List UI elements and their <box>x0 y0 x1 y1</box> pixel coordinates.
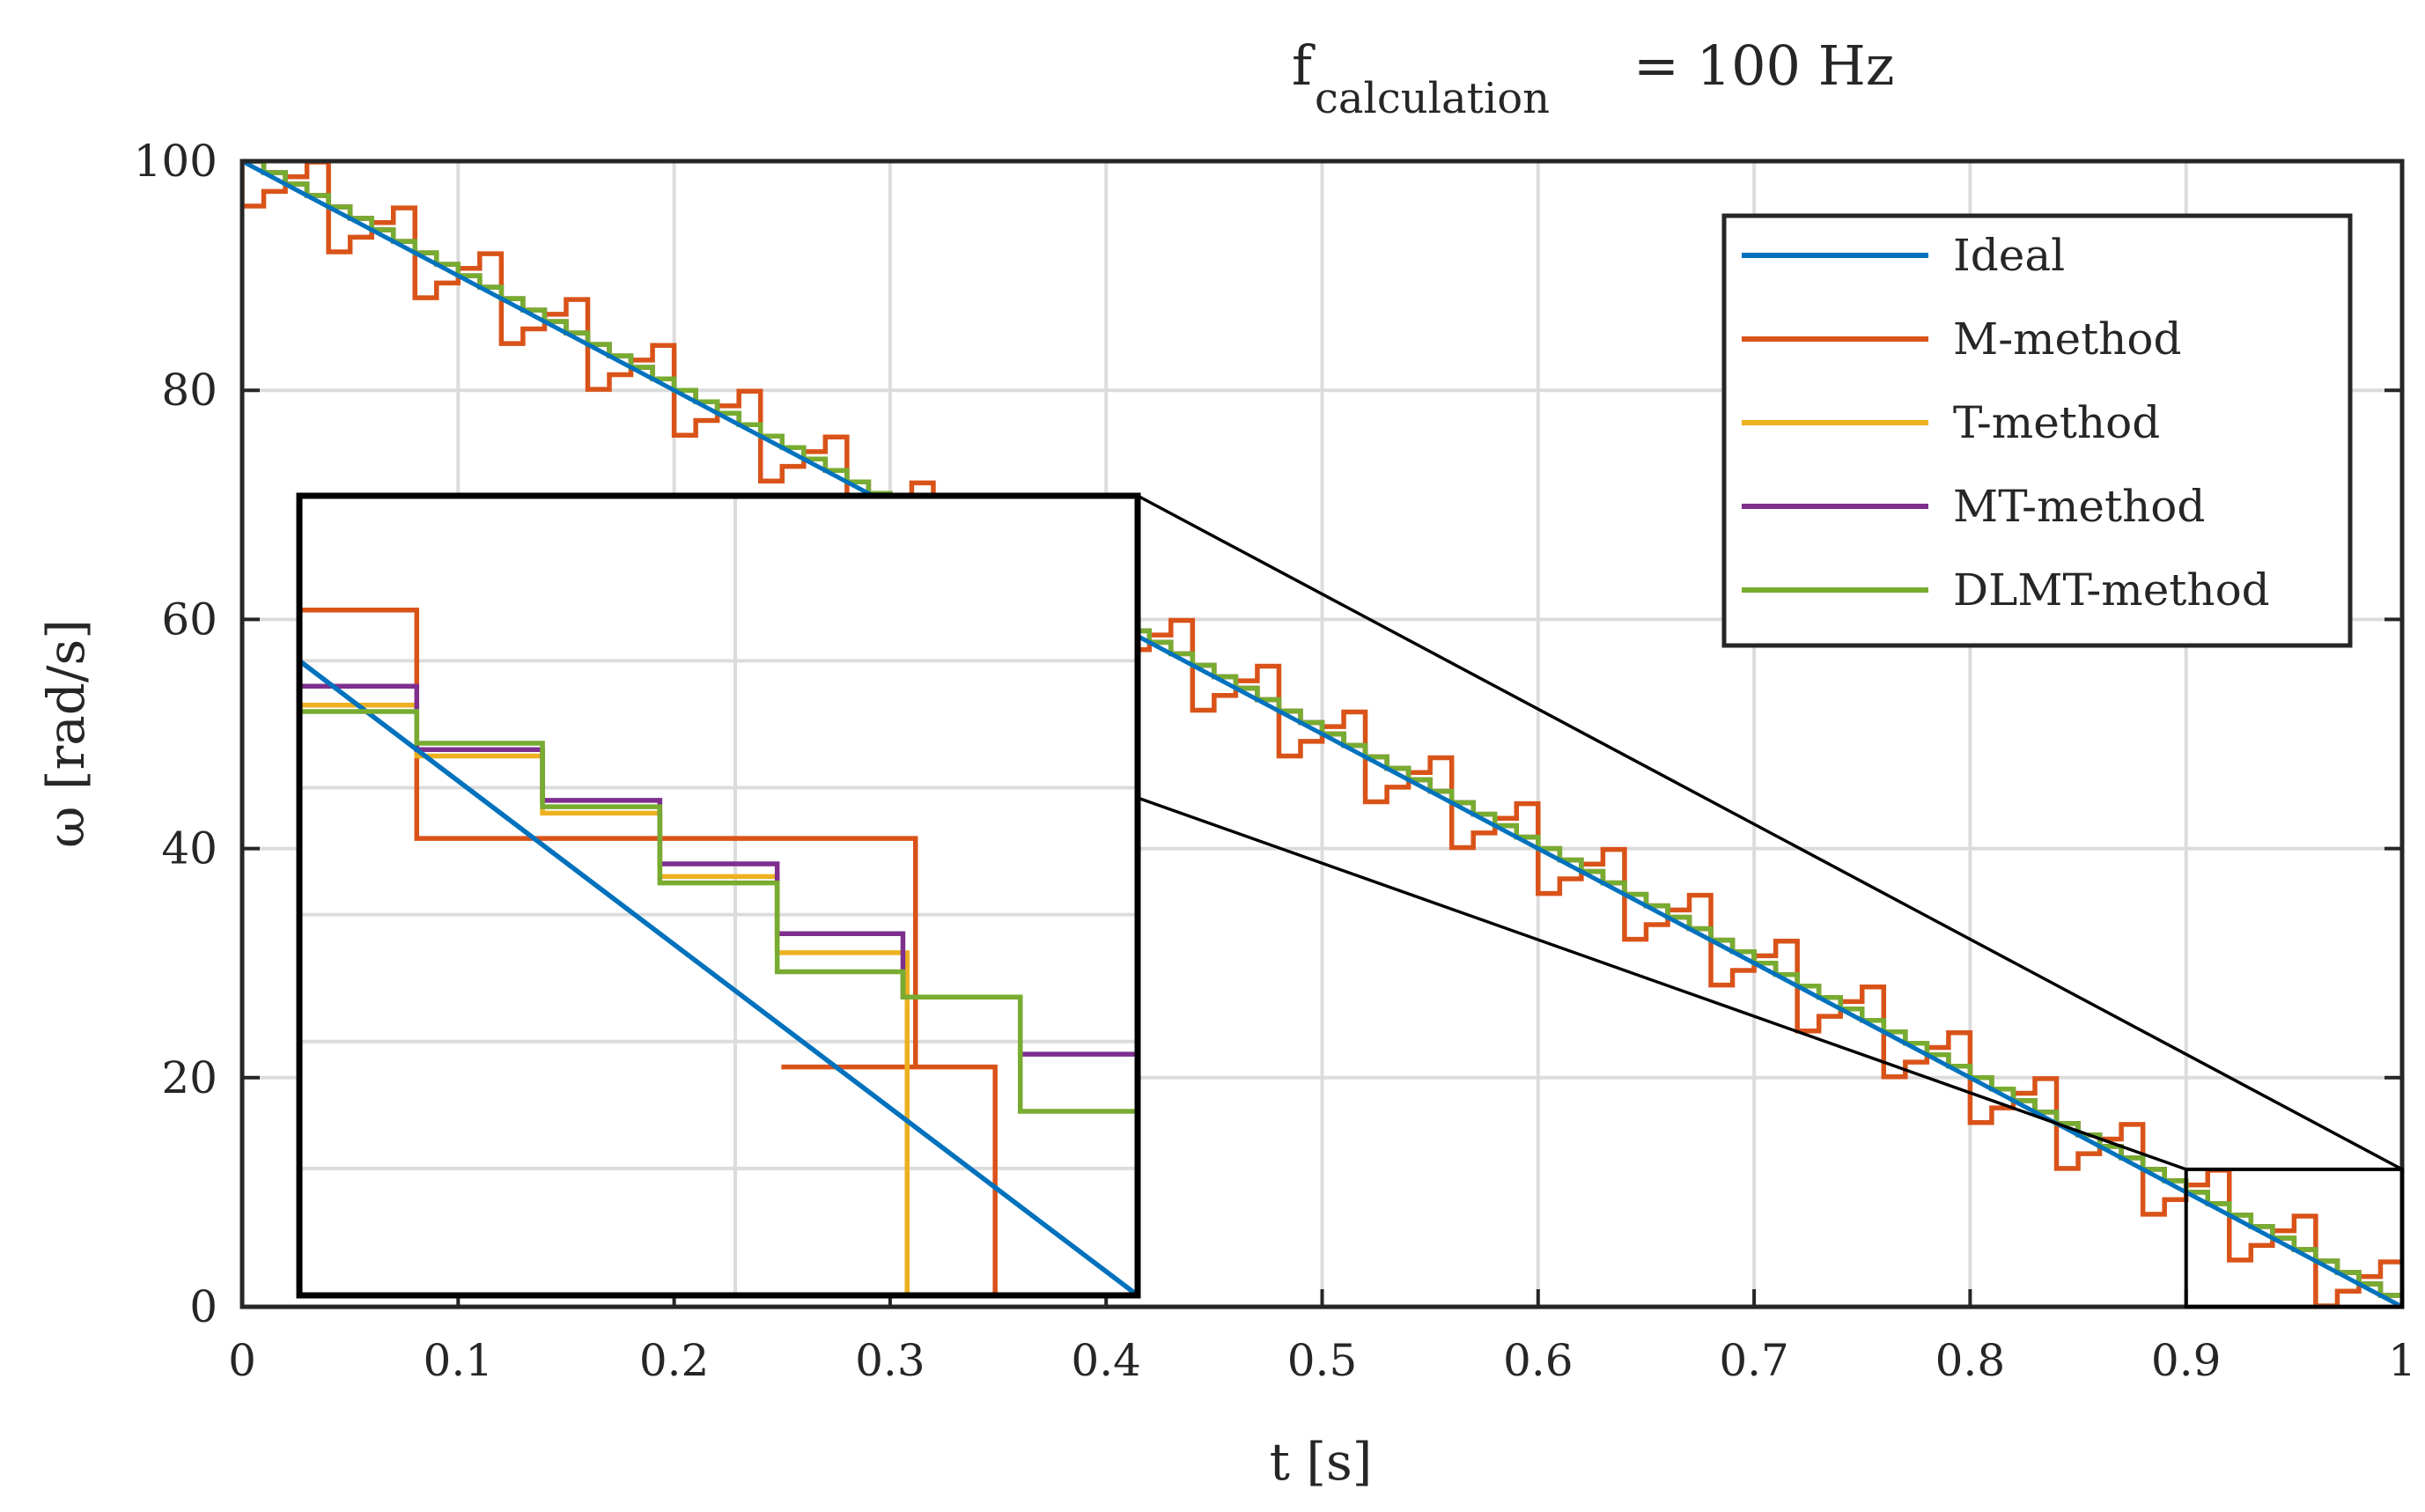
inset-background <box>299 496 1138 1295</box>
y-tick-label: 20 <box>161 1052 217 1103</box>
inset-series <box>299 607 1138 1295</box>
main-series <box>242 161 2402 1307</box>
legend: Ideal M-method T-method MT-method DLMT-metho… <box>1721 213 2353 648</box>
legend-label: M-method <box>1953 313 2182 365</box>
y-tick-label: 100 <box>134 136 217 187</box>
y-tick-label: 40 <box>161 823 217 874</box>
inset-grid <box>299 496 1138 1295</box>
x-tick-label: 0 <box>228 1335 256 1386</box>
y-tick-label: 60 <box>161 594 217 645</box>
legend-label: DLMT-method <box>1953 564 2270 616</box>
x-tick-label: 0.5 <box>1287 1335 1358 1386</box>
x-tick-label: 0.7 <box>1719 1335 1789 1386</box>
legend-box <box>1721 213 2353 648</box>
x-tick-label: 0.6 <box>1503 1335 1574 1386</box>
zoom-source-box <box>2184 1167 2404 1309</box>
legend-label: Ideal <box>1953 230 2065 281</box>
chart-title: f <box>1292 33 1316 98</box>
zoom-connector-upper <box>1137 494 2403 1171</box>
x-tick-label: 0.3 <box>855 1335 925 1386</box>
x-tick-label: 0.2 <box>639 1335 710 1386</box>
y-axis-label: ω [rad/s] <box>36 619 96 848</box>
x-tick-label: 1 <box>2388 1335 2416 1386</box>
inset-series-m-method-line <box>299 607 998 1295</box>
chart-title-suffix: = 100 Hz <box>1633 33 1894 98</box>
x-tick-label: 0.8 <box>1935 1335 2006 1386</box>
zoom-connector-lower <box>1137 796 2187 1171</box>
inset-border <box>296 492 1141 1299</box>
inset-series-dlmt-method-line <box>299 635 1138 1114</box>
zoom-indicator <box>1137 494 2404 1309</box>
series-m-method-line <box>242 161 2402 1307</box>
series-ideal-line <box>242 161 2402 1307</box>
legend-label: MT-method <box>1953 481 2205 532</box>
y-tick-label: 0 <box>189 1281 217 1332</box>
x-tick-label: 0.1 <box>424 1335 494 1386</box>
x-tick-label: 0.9 <box>2151 1335 2222 1386</box>
y-tick-label: 80 <box>161 365 217 416</box>
x-axis-label: t [s] <box>1270 1432 1373 1492</box>
inset-series-ideal-line <box>299 659 1138 1295</box>
legend-label: T-method <box>1953 397 2160 448</box>
x-tick-label: 0.4 <box>1071 1335 1141 1386</box>
chart-title-subscript: calculation <box>1315 74 1550 123</box>
plot-area-border <box>240 159 2405 1309</box>
